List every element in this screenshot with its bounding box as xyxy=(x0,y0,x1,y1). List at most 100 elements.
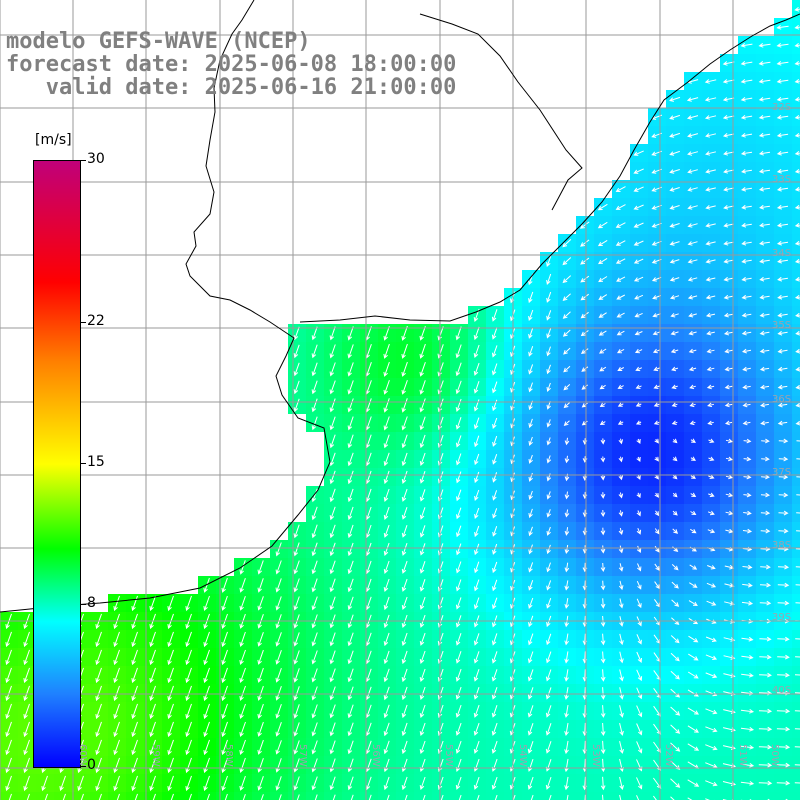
lat-label: 38S xyxy=(772,540,792,551)
wind-arrow xyxy=(257,632,264,647)
wind-arrow xyxy=(636,563,642,572)
wind-arrow xyxy=(257,596,264,611)
wind-arrow xyxy=(724,601,735,606)
wind-arrow xyxy=(690,528,697,534)
wind-arrow xyxy=(600,776,606,791)
wind-arrow xyxy=(23,739,30,756)
wind-arrow xyxy=(705,133,717,138)
wind-arrow xyxy=(311,722,318,737)
wind-arrow xyxy=(600,438,606,445)
speed-cell xyxy=(468,792,486,800)
wind-arrow xyxy=(615,186,626,192)
wind-arrow xyxy=(722,115,735,120)
wind-arrow xyxy=(794,710,800,712)
wind-arrow xyxy=(257,560,264,575)
wind-arrow xyxy=(688,653,699,661)
wind-arrow xyxy=(687,133,699,138)
wind-arrow xyxy=(419,632,426,646)
wind-arrow xyxy=(564,527,570,536)
wind-arrow xyxy=(636,474,641,481)
wind-arrow xyxy=(743,474,752,480)
wind-arrow xyxy=(758,186,771,192)
wind-arrow xyxy=(329,578,336,593)
wind-arrow xyxy=(527,687,534,700)
wind-arrow xyxy=(742,384,751,390)
wind-arrow xyxy=(473,704,480,718)
wind-arrow xyxy=(776,97,789,102)
wind-arrow xyxy=(562,239,572,248)
wind-arrow xyxy=(687,743,700,751)
wind-arrow xyxy=(758,150,771,156)
wind-arrow xyxy=(600,651,606,664)
wind-arrow xyxy=(419,722,426,736)
wind-arrow xyxy=(545,705,552,718)
wind-arrow xyxy=(796,494,800,496)
wind-arrow xyxy=(706,384,715,390)
wind-arrow xyxy=(669,259,680,264)
wind-arrow xyxy=(654,528,660,535)
speed-cell xyxy=(252,792,270,800)
wind-arrow xyxy=(167,757,174,774)
wind-arrow xyxy=(672,492,678,498)
wind-arrow xyxy=(634,312,643,318)
wind-arrow xyxy=(293,344,300,359)
lat-label: 32S xyxy=(772,102,792,113)
wind-arrow xyxy=(474,435,480,448)
wind-arrow xyxy=(794,115,800,120)
wind-arrow xyxy=(707,565,716,570)
wind-arrow xyxy=(329,668,336,683)
wind-arrow xyxy=(776,168,789,174)
wind-arrow xyxy=(95,757,102,774)
wind-arrow xyxy=(562,293,571,302)
wind-arrow xyxy=(599,420,606,425)
wind-arrow xyxy=(546,455,552,464)
wind-arrow xyxy=(794,186,800,192)
wind-arrow xyxy=(23,775,30,792)
speed-cell xyxy=(774,792,792,800)
wind-arrow xyxy=(759,654,772,660)
wind-arrow xyxy=(600,669,606,682)
speed-cell xyxy=(792,234,800,252)
speed-cell xyxy=(540,792,558,800)
wind-arrow xyxy=(260,794,264,800)
wind-arrow xyxy=(131,703,138,720)
wind-arrow xyxy=(778,456,789,462)
wind-arrow xyxy=(473,722,480,736)
wind-arrow xyxy=(347,722,354,737)
wind-arrow xyxy=(564,687,569,700)
speed-cell xyxy=(342,792,360,800)
wind-arrow xyxy=(741,312,752,318)
wind-arrow xyxy=(95,649,102,666)
wind-arrow xyxy=(706,348,715,354)
wind-arrow xyxy=(419,704,426,718)
wind-arrow xyxy=(634,294,644,300)
wind-arrow xyxy=(167,721,174,738)
wind-arrow xyxy=(491,633,498,646)
wind-arrow xyxy=(740,61,753,66)
wind-arrow xyxy=(347,326,354,341)
wind-arrow xyxy=(619,687,624,700)
wind-arrow xyxy=(116,793,120,800)
speed-cell xyxy=(648,792,666,800)
wind-arrow xyxy=(113,667,120,684)
wind-arrow xyxy=(347,362,354,377)
wind-arrow xyxy=(311,542,318,557)
wind-arrow xyxy=(167,595,174,612)
wind-arrow xyxy=(437,344,444,359)
wind-arrow xyxy=(239,560,246,575)
wind-arrow xyxy=(311,740,318,755)
wind-arrow xyxy=(491,776,498,790)
wind-arrow xyxy=(617,420,624,425)
wind-arrow xyxy=(401,507,408,520)
wind-arrow xyxy=(473,417,480,430)
wind-arrow xyxy=(725,438,734,444)
wind-arrow xyxy=(740,151,753,156)
wind-arrow xyxy=(723,330,734,336)
wind-arrow xyxy=(794,764,800,766)
wind-arrow xyxy=(329,470,336,485)
wind-arrow xyxy=(794,240,800,246)
wind-arrow xyxy=(600,705,606,718)
wind-arrow xyxy=(401,650,408,665)
wind-arrow xyxy=(185,595,192,612)
